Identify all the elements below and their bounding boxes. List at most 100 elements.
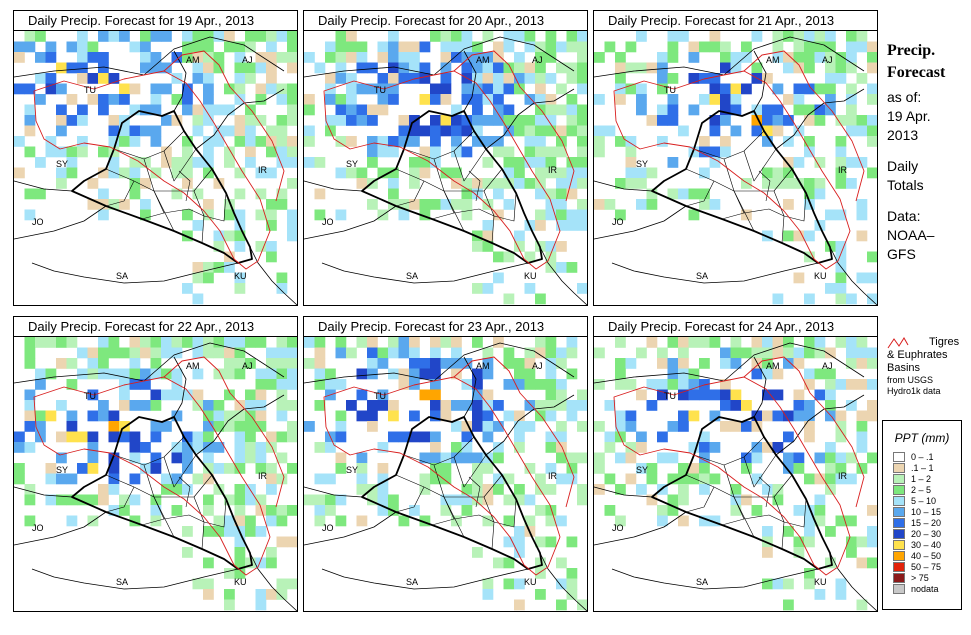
precip-cell [335,452,347,464]
precip-cell [409,178,420,189]
precip-cell [234,125,246,137]
precip-cell [87,431,99,443]
precip-cell [667,31,679,42]
country-border [463,50,477,112]
legend-item: .1 – 1 [893,462,961,473]
province-border [483,496,517,528]
precip-cell [804,379,815,390]
precip-cell [636,167,647,179]
precip-cell [266,52,277,63]
precip-cell [524,515,536,527]
precip-cell [77,463,88,474]
precip-cell [688,379,700,390]
precip-cell [867,526,877,537]
province-border [105,180,135,207]
province-border [163,514,205,550]
precip-cell [77,115,88,126]
precip-cell [556,178,567,189]
precip-cell [98,31,109,42]
country-label: SA [116,271,128,281]
precip-cell [825,283,836,294]
precip-cell [56,494,67,506]
precip-cell [356,473,368,485]
precip-cell [646,473,658,485]
precip-cell [783,167,794,179]
precip-cell [720,52,731,63]
precip-cell [266,473,277,485]
precip-cell [846,547,857,558]
precip-cell [762,389,773,401]
precip-cell [287,146,297,158]
precip-cell [388,347,399,359]
precip-cell [472,52,483,63]
precip-cell [140,157,151,168]
precip-cell [699,379,710,390]
precip-cell [129,125,141,137]
precip-cell [287,94,297,105]
precip-cell [388,188,399,200]
precip-cell [472,115,483,126]
precip-cell [856,379,868,390]
precip-cell [566,167,578,179]
precip-cell [129,337,141,348]
precip-cell [751,505,763,516]
precip-cell [741,83,752,95]
country-border [463,356,477,418]
precip-cell [119,431,130,443]
precip-cell [472,410,483,422]
country-label: AM [766,55,780,65]
precip-cell [514,31,525,42]
precip-cell [566,104,578,116]
precip-cell [419,146,431,158]
precip-cell [493,337,504,348]
precip-cell [276,358,288,369]
precip-cell [77,62,88,74]
as-of-year: 2013 [887,127,919,143]
precip-cell [66,41,78,53]
country-label: IR [548,471,558,481]
precip-cell [867,400,877,411]
precip-cell [171,347,183,359]
basin-line-icon [887,337,909,349]
precip-cell [835,589,847,600]
precip-cell [461,31,473,42]
precip-cell [150,337,162,348]
precip-cell [566,188,578,200]
precip-cell [451,115,462,126]
precip-cell [762,337,773,348]
precip-cell [577,220,587,231]
precip-cell [556,262,567,273]
precip-cell [255,241,267,252]
precip-cell [398,347,410,359]
precip-cell [535,557,546,569]
precip-cell [545,209,557,221]
precip-cell [482,421,494,432]
precip-cell [762,526,773,537]
precip-cell [566,41,578,53]
precip-cell [255,337,267,348]
precip-cell [276,368,288,380]
precip-cell [287,157,297,168]
precip-cell [545,251,557,263]
precip-cell [461,421,473,432]
legend-label: 50 – 75 [911,561,942,572]
precip-cell [161,157,172,168]
precip-cell [192,293,204,305]
precip-cell [161,421,172,432]
precip-cell [814,104,826,116]
precip-cell [566,589,578,600]
precip-cell [325,494,336,506]
precip-cell [646,400,658,411]
precip-cell [129,431,141,443]
precip-cell [335,52,347,63]
precip-cell [730,389,742,401]
precip-cell [667,52,679,63]
precip-cell [255,389,267,401]
precip-cell [398,125,410,137]
precip-cell [335,431,347,443]
precip-cell [203,473,214,485]
precip-cell [325,94,336,105]
precip-cell [66,431,78,443]
precip-cell [472,473,483,485]
precip-cell [856,41,868,53]
